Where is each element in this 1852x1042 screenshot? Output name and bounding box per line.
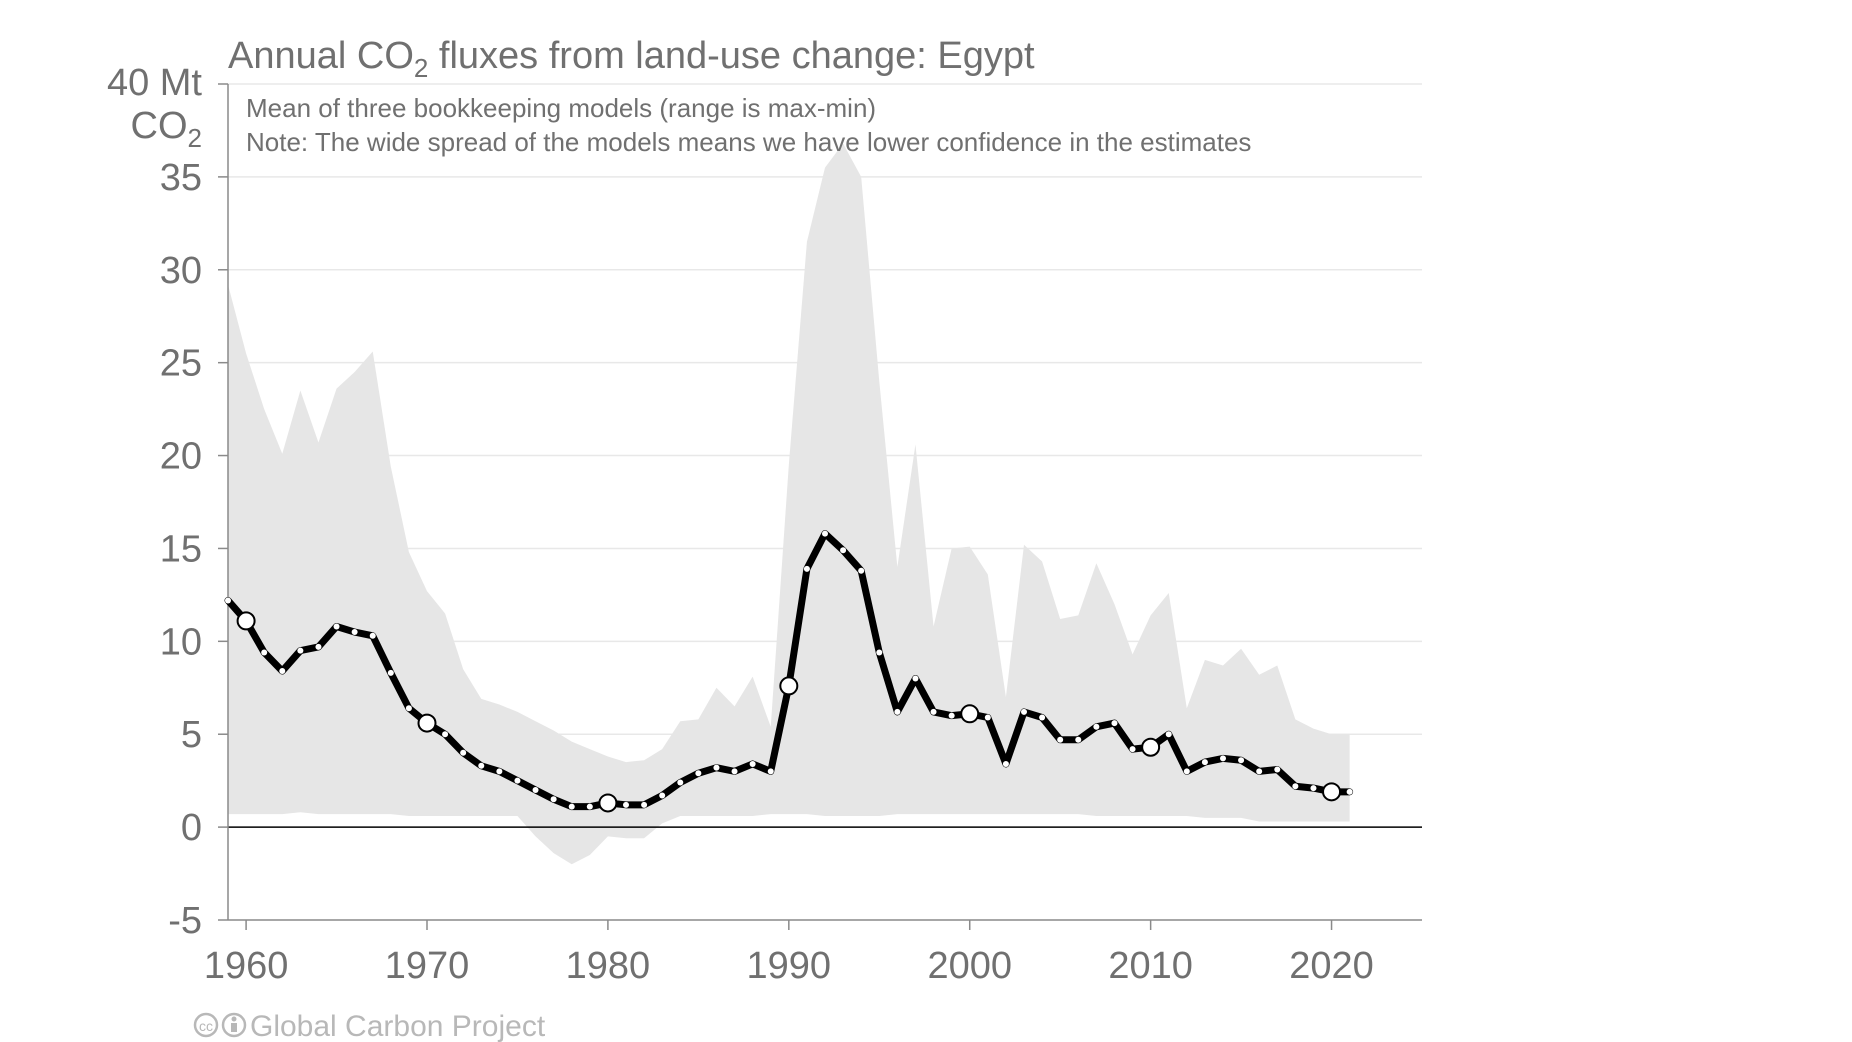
data-point	[405, 705, 412, 712]
data-point	[1039, 714, 1046, 721]
data-point	[1183, 768, 1190, 775]
y-tick-label: 5	[181, 714, 202, 756]
data-point	[984, 714, 991, 721]
data-point	[1057, 736, 1064, 743]
data-point	[930, 708, 937, 715]
data-point	[225, 597, 231, 604]
data-point	[1292, 783, 1299, 790]
data-point	[532, 786, 539, 793]
y-unit-co: CO	[131, 105, 188, 147]
data-point	[948, 712, 955, 719]
y-axis-ticks: 35 30 25 20 15 10 5 0 -5	[160, 83, 228, 942]
data-point	[442, 731, 449, 738]
data-point	[297, 647, 304, 654]
data-point	[351, 629, 358, 636]
y-tick-label: 20	[160, 436, 202, 478]
data-point	[659, 792, 666, 799]
data-point	[749, 760, 756, 767]
data-point	[514, 777, 521, 784]
data-point	[803, 565, 810, 572]
data-point	[1002, 760, 1009, 767]
data-point	[1310, 785, 1317, 792]
data-point	[460, 749, 467, 756]
data-point	[623, 801, 629, 808]
data-point	[876, 649, 883, 656]
x-axis-ticks: 1960 1970 1980 1990 2000 2010 2020	[204, 920, 1374, 987]
data-point	[1111, 720, 1118, 727]
data-point	[695, 770, 702, 777]
data-point	[1093, 723, 1100, 730]
data-point	[1322, 782, 1342, 802]
data-point	[315, 643, 322, 650]
x-tick-label: 1960	[204, 945, 289, 987]
data-point	[1075, 736, 1082, 743]
title-suffix: fluxes from land-use change: Egypt	[428, 35, 1035, 77]
data-point	[598, 793, 618, 813]
data-point	[1256, 768, 1263, 775]
y-tick-label: 30	[160, 250, 202, 292]
data-point	[478, 762, 485, 769]
data-point	[1238, 757, 1245, 764]
data-point	[1141, 737, 1161, 757]
y-unit-subscript: 2	[188, 123, 202, 153]
data-point	[822, 530, 828, 537]
data-point	[1021, 708, 1027, 715]
title-prefix: Annual CO	[228, 35, 414, 77]
title-subscript: 2	[414, 53, 428, 83]
data-point	[767, 768, 774, 775]
data-point	[261, 649, 268, 656]
y-tick-label: 35	[160, 157, 202, 199]
cc-by-icon: cc	[193, 1012, 247, 1038]
chart-subtitle-1: Mean of three bookkeeping models (range …	[246, 93, 876, 123]
footer-credit: Global Carbon Project	[250, 1010, 546, 1042]
chart-title: Annual CO2 fluxes from land-use change: …	[228, 35, 1035, 83]
y-tick-label: -5	[168, 900, 202, 942]
data-point	[1274, 766, 1281, 773]
data-point	[550, 796, 557, 803]
data-point	[236, 611, 256, 631]
data-point	[1220, 755, 1226, 762]
x-tick-label: 2010	[1108, 945, 1193, 987]
y-tick-label: 0	[181, 807, 202, 849]
data-point	[641, 801, 648, 808]
data-point	[894, 708, 901, 715]
data-point	[1346, 788, 1353, 795]
y-tick-label: 25	[160, 343, 202, 385]
x-tick-label: 1990	[747, 945, 832, 987]
y-unit-label-bottom: CO2	[131, 105, 202, 153]
data-point	[912, 675, 919, 682]
data-point	[731, 768, 738, 775]
data-point	[960, 704, 980, 724]
data-point	[387, 669, 394, 676]
y-tick-label: 15	[160, 528, 202, 570]
data-point	[840, 547, 847, 554]
data-point	[677, 779, 684, 786]
data-point	[586, 803, 593, 810]
data-point	[858, 567, 865, 574]
data-point	[779, 676, 799, 696]
data-point	[496, 768, 503, 775]
y-unit-label-top: 40 Mt	[107, 62, 202, 104]
mean-series-points	[225, 530, 1353, 813]
data-point	[713, 764, 720, 771]
model-range-band	[228, 143, 1350, 865]
data-point	[1165, 731, 1172, 738]
data-point	[417, 713, 437, 733]
x-tick-label: 2020	[1289, 945, 1374, 987]
x-tick-label: 1970	[385, 945, 470, 987]
data-point	[568, 803, 575, 810]
svg-text:cc: cc	[199, 1018, 213, 1034]
data-point	[333, 623, 340, 630]
x-tick-label: 2000	[927, 945, 1012, 987]
chart-subtitle-2: Note: The wide spread of the models mean…	[246, 127, 1251, 157]
x-tick-label: 1980	[566, 945, 651, 987]
data-point	[1129, 746, 1136, 753]
data-point	[279, 668, 286, 675]
data-point	[369, 632, 376, 639]
data-point	[1201, 759, 1208, 766]
y-tick-label: 10	[160, 621, 202, 663]
